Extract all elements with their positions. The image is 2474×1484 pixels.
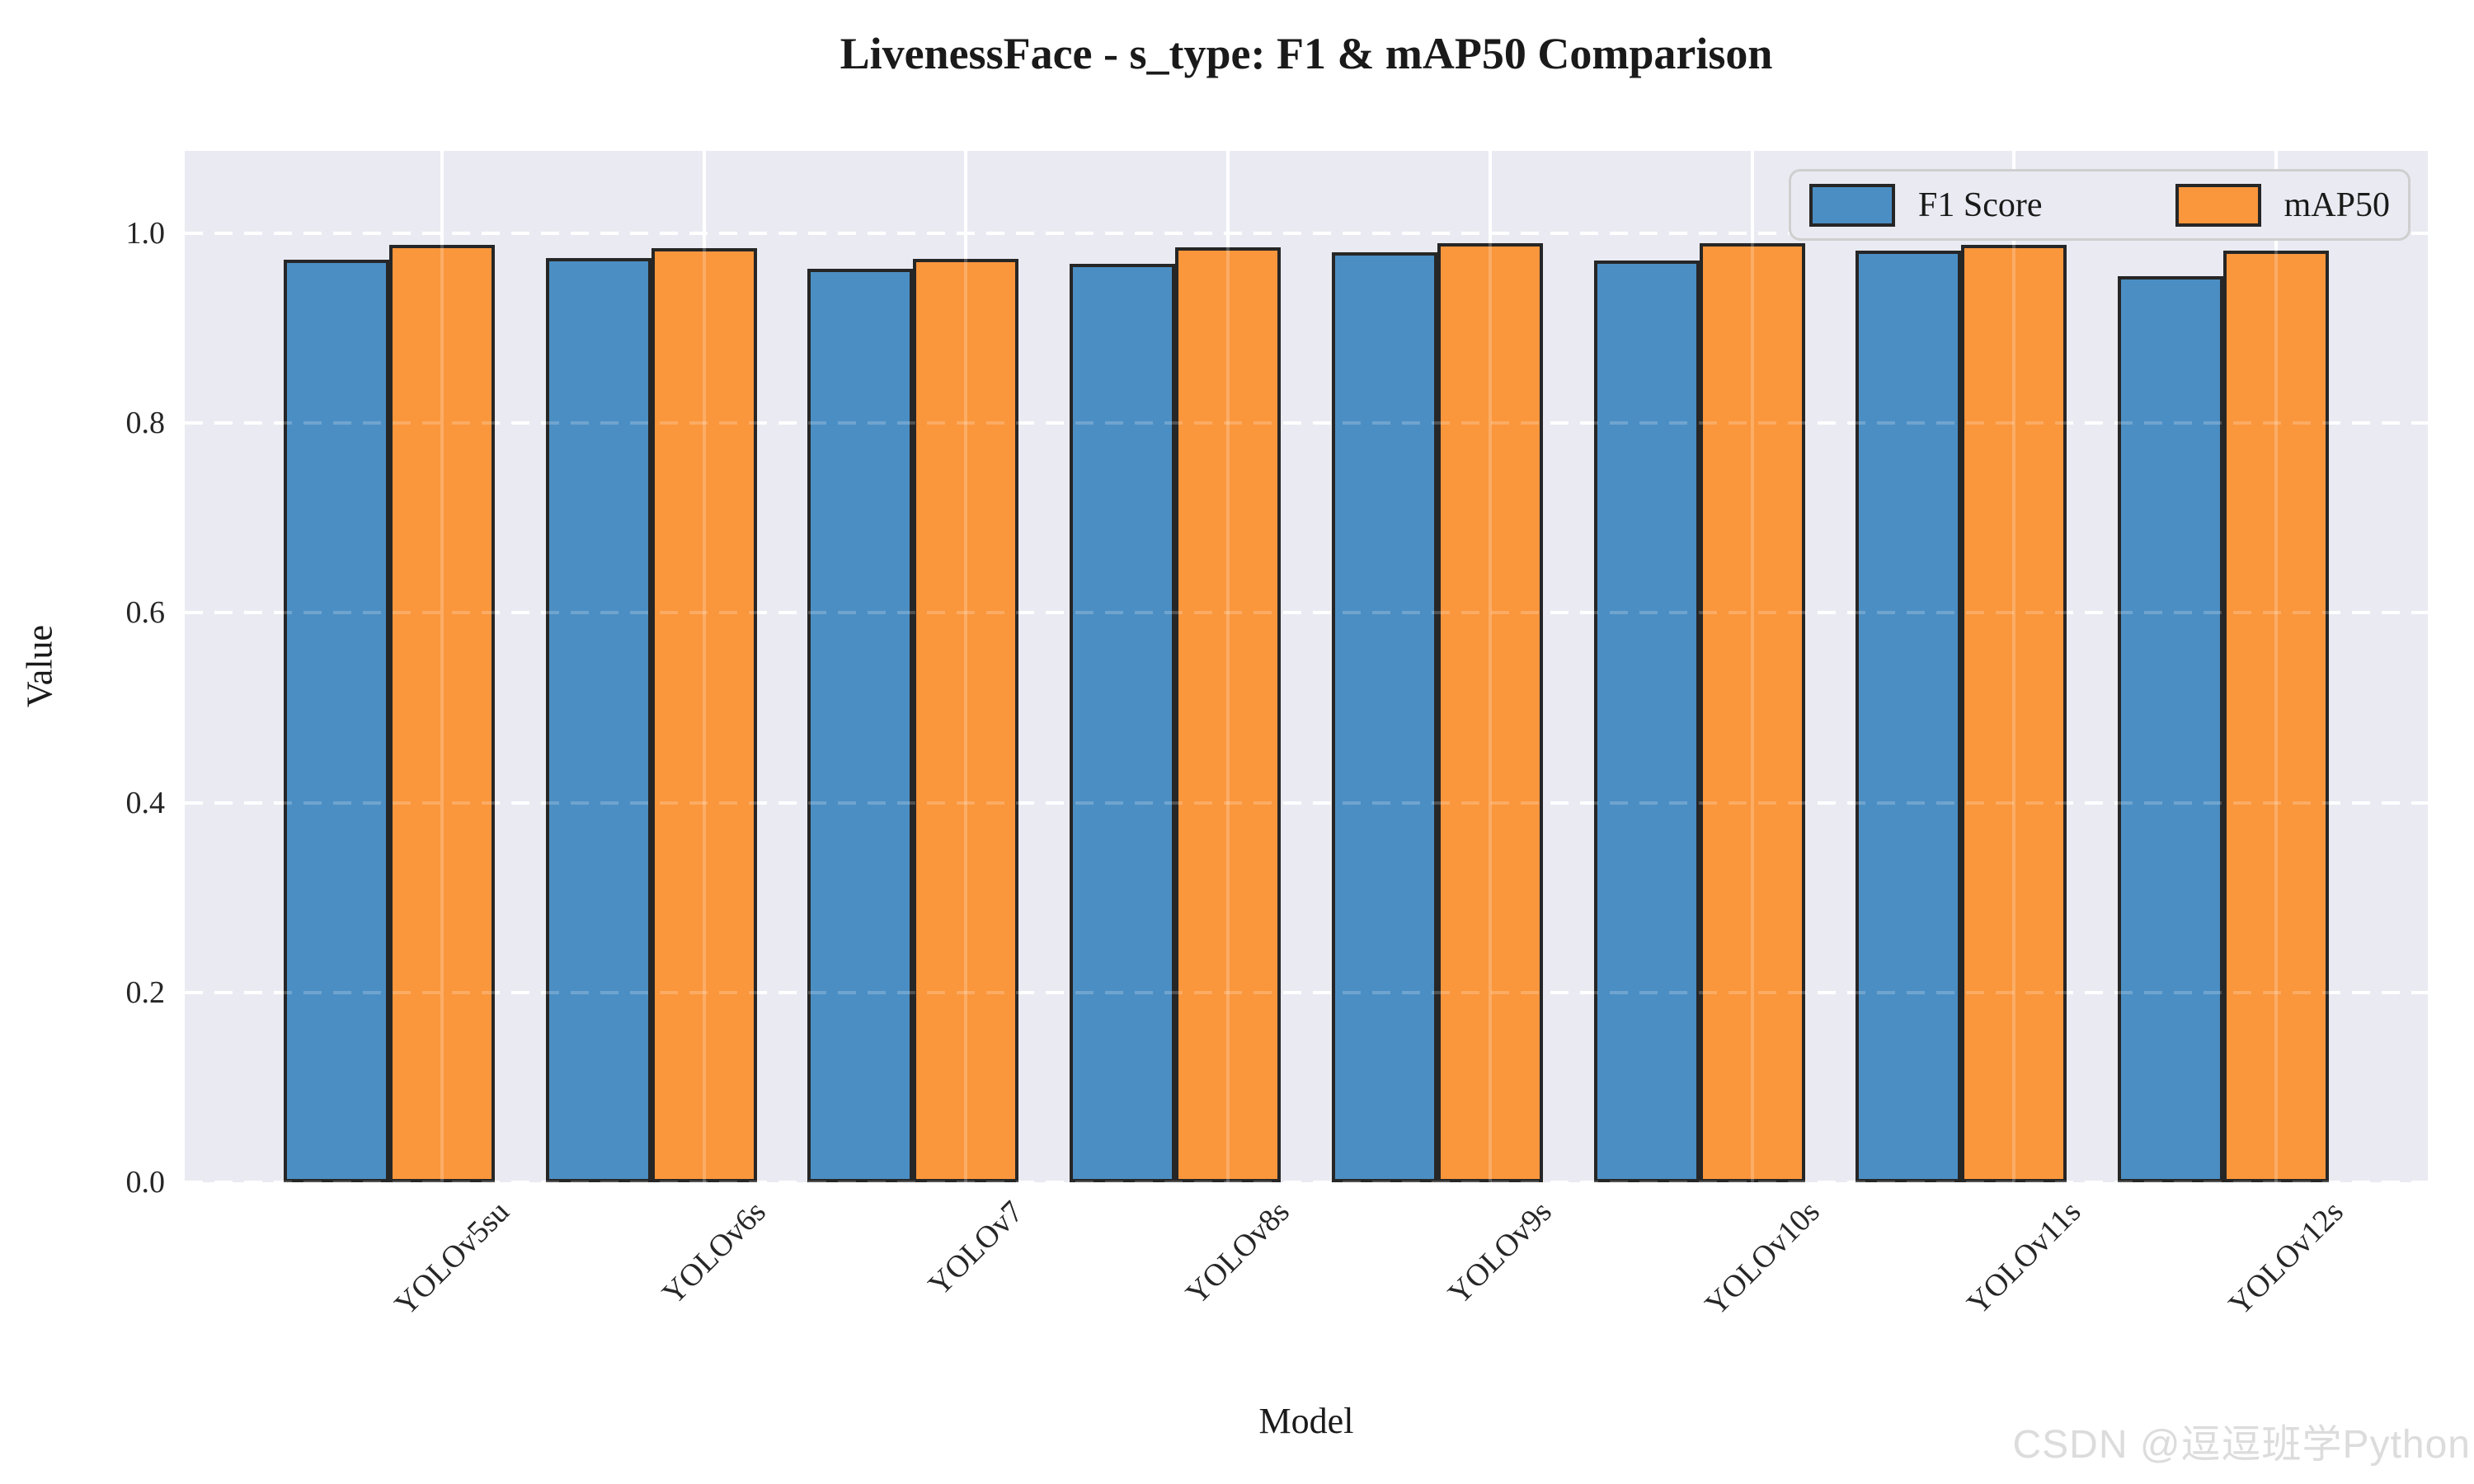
h-gridline — [185, 232, 2428, 235]
bar-f1-score-yolov8s — [1070, 263, 1176, 1182]
h-gridline — [185, 421, 2428, 425]
y-tick-label: 0.0 — [125, 1165, 166, 1200]
y-axis-label: Value — [19, 624, 60, 708]
x-tick-label-yolov12s: YOLOv12s — [2222, 1194, 2350, 1322]
plot-area — [185, 151, 2428, 1182]
f1-score-swatch-icon — [1809, 183, 1895, 227]
bar-map50-yolov5su — [389, 244, 495, 1182]
bar-f1-score-yolov5su — [284, 260, 389, 1182]
bar-map50-yolov9s — [1437, 242, 1543, 1182]
map50-swatch-icon — [2175, 183, 2261, 227]
legend: F1 Score mAP50 — [1789, 169, 2411, 241]
legend-label-map50: mAP50 — [2284, 186, 2390, 224]
bar-f1-score-yolov11s — [1856, 250, 1962, 1182]
y-tick-label: 0.2 — [125, 974, 166, 1010]
x-tick-label-yolov8s: YOLOv8s — [1179, 1194, 1297, 1312]
y-tick-label: 0.6 — [125, 595, 166, 631]
legend-item-map50: mAP50 — [2175, 183, 2390, 227]
h-gridline — [185, 611, 2428, 615]
x-tick-label-yolov10s: YOLOv10s — [1698, 1194, 1827, 1322]
h-gridline — [185, 990, 2428, 994]
bar-map50-yolov8s — [1175, 247, 1282, 1182]
x-tick-label-yolov11s: YOLOv11s — [1960, 1194, 2088, 1322]
bar-map50-yolov10s — [1699, 242, 1805, 1182]
chart-title: LivenessFace - s_type: F1 & mAP50 Compar… — [840, 29, 1773, 78]
y-tick-label: 1.0 — [125, 216, 166, 251]
x-tick-label-yolov6s: YOLOv6s — [656, 1194, 773, 1312]
legend-label-f1: F1 Score — [1918, 186, 2043, 224]
y-tick-label: 0.8 — [125, 406, 166, 441]
x-tick-label-yolov9s: YOLOv9s — [1442, 1194, 1559, 1312]
bar-f1-score-yolov12s — [2117, 275, 2223, 1182]
bar-f1-score-yolov10s — [1593, 261, 1700, 1182]
bar-f1-score-yolov7 — [807, 268, 914, 1182]
bar-f1-score-yolov9s — [1331, 252, 1437, 1182]
x-axis-label: Model — [1258, 1401, 1354, 1441]
bar-map50-yolov6s — [651, 248, 757, 1182]
legend-item-f1: F1 Score — [1809, 183, 2043, 227]
watermark: CSDN @逗逗班学Python — [2012, 1423, 2471, 1467]
bar-map50-yolov12s — [2222, 250, 2329, 1182]
x-tick-label-yolov5su: YOLOv5su — [388, 1194, 516, 1322]
bar-f1-score-yolov6s — [545, 257, 651, 1182]
x-tick-label-yolov7: YOLOv7 — [921, 1194, 1030, 1303]
bar-map50-yolov11s — [1961, 244, 2067, 1182]
y-tick-label: 0.4 — [125, 785, 166, 820]
h-gridline — [185, 1181, 2428, 1182]
bar-map50-yolov7 — [913, 259, 1019, 1182]
h-gridline — [185, 801, 2428, 805]
